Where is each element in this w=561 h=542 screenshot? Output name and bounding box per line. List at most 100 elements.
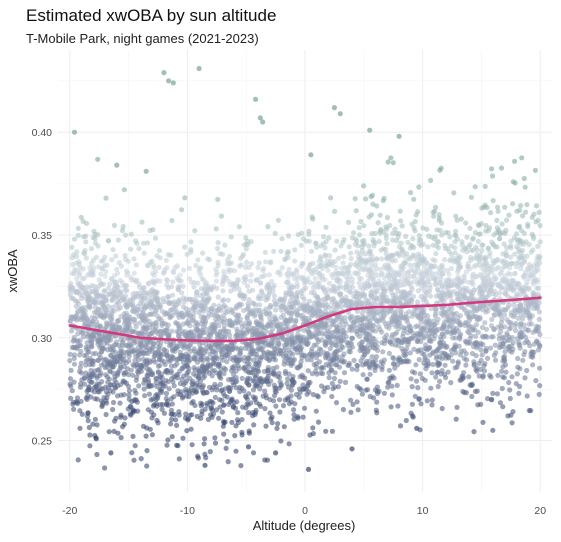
scatter-point bbox=[90, 421, 96, 427]
scatter-point bbox=[386, 350, 392, 356]
scatter-point bbox=[224, 394, 230, 400]
scatter-point bbox=[337, 378, 343, 384]
scatter-point bbox=[193, 262, 199, 269]
scatter-point bbox=[267, 315, 273, 321]
scatter-point bbox=[475, 238, 481, 244]
scatter-point bbox=[306, 389, 312, 395]
scatter-point bbox=[299, 355, 305, 361]
scatter-point bbox=[381, 357, 387, 363]
scatter-point bbox=[278, 383, 284, 389]
scatter-point bbox=[188, 426, 194, 432]
scatter-point bbox=[213, 407, 220, 413]
scatter-point bbox=[307, 310, 313, 316]
scatter-point bbox=[501, 375, 507, 381]
scatter-point bbox=[244, 401, 250, 407]
scatter-point bbox=[80, 328, 86, 334]
scatter-point bbox=[403, 233, 409, 239]
scatter-point bbox=[111, 362, 118, 368]
scatter-point bbox=[492, 288, 498, 294]
scatter-point bbox=[384, 241, 390, 247]
scatter-point bbox=[137, 362, 144, 368]
scatter-point bbox=[224, 359, 230, 365]
scatter-point bbox=[491, 312, 497, 318]
scatter-point bbox=[69, 328, 75, 334]
scatter-point bbox=[424, 398, 430, 404]
scatter-point bbox=[204, 400, 210, 406]
scatter-point bbox=[415, 312, 421, 318]
scatter-point bbox=[265, 224, 271, 230]
scatter-point bbox=[530, 272, 537, 278]
scatter-point bbox=[410, 236, 416, 242]
scatter-point bbox=[169, 434, 175, 440]
scatter-point bbox=[83, 362, 89, 368]
scatter-point bbox=[133, 390, 139, 396]
scatter-point bbox=[514, 336, 520, 342]
scatter-point bbox=[69, 388, 75, 394]
scatter-point bbox=[276, 397, 283, 403]
scatter-point bbox=[99, 265, 105, 271]
scatter-point bbox=[325, 351, 331, 357]
scatter-point bbox=[204, 355, 210, 362]
scatter-point bbox=[452, 232, 458, 238]
scatter-point bbox=[507, 387, 513, 393]
scatter-point bbox=[425, 244, 431, 250]
scatter-point bbox=[83, 331, 90, 337]
scatter-point bbox=[518, 302, 524, 308]
scatter-point bbox=[440, 289, 446, 295]
scatter-point bbox=[223, 366, 229, 373]
scatter-point bbox=[93, 383, 99, 389]
scatter-point bbox=[415, 385, 421, 391]
scatter-point bbox=[164, 311, 170, 317]
scatter-point bbox=[87, 443, 93, 449]
scatter-point bbox=[236, 365, 242, 371]
scatter-point bbox=[442, 319, 448, 325]
scatter-point bbox=[91, 309, 97, 315]
scatter-point bbox=[412, 393, 418, 399]
scatter-point bbox=[508, 261, 514, 267]
scatter-point bbox=[406, 309, 412, 315]
scatter-point bbox=[140, 324, 146, 331]
scatter-point bbox=[299, 316, 305, 322]
scatter-point bbox=[363, 196, 369, 202]
scatter-point bbox=[416, 396, 422, 402]
scatter-point bbox=[253, 277, 259, 283]
scatter-point bbox=[298, 349, 304, 355]
scatter-point bbox=[533, 328, 539, 334]
scatter-point bbox=[218, 213, 224, 219]
scatter-point bbox=[485, 287, 491, 293]
scatter-point bbox=[317, 254, 324, 260]
scatter-point bbox=[272, 314, 278, 320]
scatter-point bbox=[273, 403, 279, 409]
scatter-point bbox=[408, 376, 414, 382]
scatter-point bbox=[313, 240, 319, 246]
scatter-point bbox=[448, 265, 454, 271]
scatter-point bbox=[108, 353, 114, 359]
scatter-point bbox=[100, 335, 106, 341]
scatter-point bbox=[528, 249, 534, 255]
scatter-point bbox=[503, 307, 509, 313]
scatter-point bbox=[103, 389, 109, 395]
scatter-point bbox=[422, 354, 428, 360]
scatter-point bbox=[118, 435, 124, 441]
scatter-point bbox=[250, 357, 256, 363]
scatter-point bbox=[225, 257, 231, 263]
scatter-point bbox=[267, 410, 273, 416]
scatter-point bbox=[466, 309, 472, 315]
scatter-point bbox=[440, 309, 446, 315]
scatter-point bbox=[182, 343, 188, 349]
scatter-point bbox=[157, 374, 163, 380]
scatter-point bbox=[196, 266, 202, 272]
scatter-point bbox=[326, 280, 333, 286]
scatter-point bbox=[483, 260, 489, 266]
scatter-point bbox=[524, 393, 530, 399]
scatter-point bbox=[244, 283, 251, 289]
scatter-point bbox=[179, 290, 185, 296]
scatter-point bbox=[209, 287, 215, 293]
scatter-point bbox=[114, 283, 120, 289]
scatter-point bbox=[408, 242, 414, 248]
scatter-point bbox=[343, 321, 349, 327]
scatter-point bbox=[473, 353, 479, 359]
scatter-point bbox=[93, 350, 99, 356]
scatter-point bbox=[269, 278, 275, 285]
scatter-point bbox=[512, 251, 518, 257]
